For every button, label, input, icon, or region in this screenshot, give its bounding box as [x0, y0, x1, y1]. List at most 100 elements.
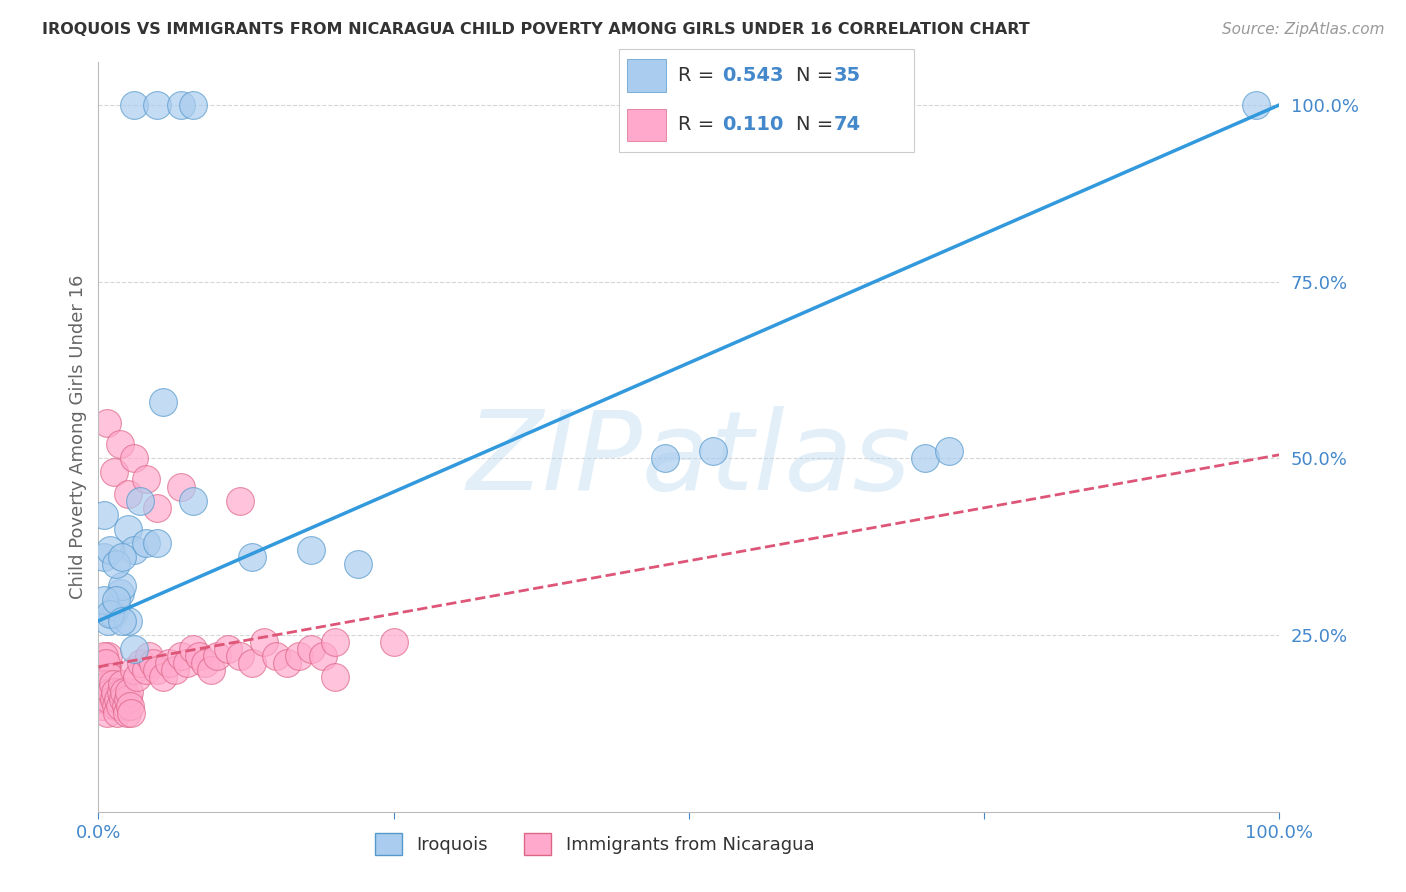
Point	[152, 670, 174, 684]
Point	[253, 635, 276, 649]
Point	[122, 451, 145, 466]
Point	[157, 657, 180, 671]
Point	[93, 508, 115, 522]
Point	[98, 543, 121, 558]
Point	[146, 98, 169, 112]
Point	[112, 691, 135, 706]
Text: 0.543: 0.543	[723, 66, 783, 86]
Point	[98, 677, 121, 691]
Point	[121, 706, 143, 720]
Point	[108, 698, 131, 713]
Point	[135, 473, 157, 487]
Text: ZIPatlas: ZIPatlas	[467, 406, 911, 513]
Point	[170, 98, 193, 112]
Point	[93, 670, 115, 684]
Point	[176, 657, 198, 671]
Point	[181, 98, 204, 112]
Point	[128, 493, 150, 508]
Point	[93, 677, 115, 691]
Point	[114, 698, 136, 713]
Point	[91, 670, 114, 684]
Point	[107, 691, 129, 706]
Point	[323, 670, 346, 684]
Point	[98, 670, 121, 684]
Point	[146, 664, 169, 678]
Point	[127, 670, 149, 684]
Point	[200, 664, 222, 678]
Text: IROQUOIS VS IMMIGRANTS FROM NICARAGUA CHILD POVERTY AMONG GIRLS UNDER 16 CORRELA: IROQUOIS VS IMMIGRANTS FROM NICARAGUA CH…	[42, 22, 1031, 37]
Point	[91, 698, 114, 713]
Point	[108, 585, 131, 599]
Point	[93, 649, 115, 664]
FancyBboxPatch shape	[627, 60, 666, 92]
Point	[105, 599, 128, 614]
Point	[1244, 98, 1267, 112]
Legend: Iroquois, Immigrants from Nicaragua: Iroquois, Immigrants from Nicaragua	[367, 826, 821, 863]
Point	[91, 684, 114, 698]
Point	[288, 649, 311, 664]
Text: Source: ZipAtlas.com: Source: ZipAtlas.com	[1222, 22, 1385, 37]
Point	[138, 649, 160, 664]
Point	[165, 664, 187, 678]
Point	[299, 543, 322, 558]
Point	[654, 451, 676, 466]
Point	[276, 657, 298, 671]
Point	[91, 691, 114, 706]
Point	[146, 536, 169, 550]
Point	[100, 684, 122, 698]
Point	[129, 657, 152, 671]
Text: 0.110: 0.110	[723, 115, 783, 135]
Point	[93, 592, 115, 607]
Point	[120, 698, 142, 713]
Point	[146, 500, 169, 515]
Point	[105, 558, 128, 572]
Point	[702, 444, 724, 458]
Point	[122, 98, 145, 112]
Text: N =: N =	[796, 66, 839, 86]
Point	[91, 657, 114, 671]
Point	[103, 466, 125, 480]
Point	[938, 444, 960, 458]
Point	[98, 607, 121, 621]
Point	[347, 558, 370, 572]
Point	[117, 486, 139, 500]
Point	[96, 416, 118, 430]
Text: N =: N =	[796, 115, 839, 135]
Point	[181, 642, 204, 657]
Point	[105, 706, 128, 720]
Text: 74: 74	[834, 115, 862, 135]
Point	[93, 550, 115, 565]
Point	[122, 664, 145, 678]
Point	[382, 635, 405, 649]
Point	[194, 657, 217, 671]
Point	[103, 691, 125, 706]
Point	[111, 677, 134, 691]
Point	[91, 664, 114, 678]
Point	[240, 550, 263, 565]
Point	[217, 642, 239, 657]
Point	[205, 649, 228, 664]
Point	[264, 649, 287, 664]
Point	[117, 614, 139, 628]
Point	[101, 607, 124, 621]
Point	[105, 698, 128, 713]
Point	[117, 522, 139, 536]
Point	[96, 664, 118, 678]
Point	[914, 451, 936, 466]
Point	[111, 550, 134, 565]
Point	[122, 642, 145, 657]
Point	[97, 691, 120, 706]
Point	[142, 657, 165, 671]
Point	[122, 543, 145, 558]
Point	[110, 684, 132, 698]
Y-axis label: Child Poverty Among Girls Under 16: Child Poverty Among Girls Under 16	[69, 275, 87, 599]
Point	[240, 657, 263, 671]
Point	[112, 684, 135, 698]
Point	[105, 592, 128, 607]
Point	[170, 479, 193, 493]
Text: R =: R =	[678, 115, 727, 135]
FancyBboxPatch shape	[627, 109, 666, 141]
Point	[118, 684, 141, 698]
Point	[111, 614, 134, 628]
FancyBboxPatch shape	[619, 49, 914, 152]
